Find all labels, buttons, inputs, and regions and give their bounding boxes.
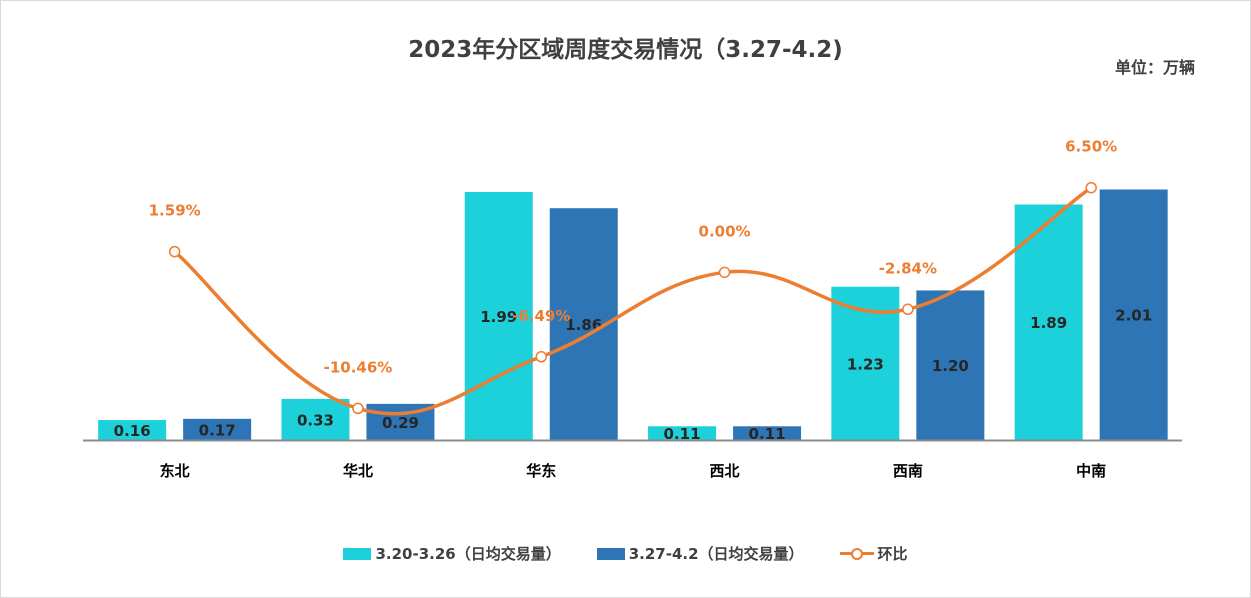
line-value-label-中南: 6.50% <box>1065 138 1117 156</box>
bar-value-label-2-中南: 2.01 <box>1115 307 1152 325</box>
chart-title: 2023年分区域周度交易情况（3.27-4.2) <box>408 37 843 63</box>
line-point-西北 <box>718 266 731 279</box>
x-tick-label-西北: 西北 <box>710 462 740 480</box>
bar-1-西北 <box>648 426 717 440</box>
legend-swatch-series-2 <box>596 547 625 560</box>
bar-2-中南 <box>1099 189 1168 440</box>
bar-1-中南 <box>1014 204 1083 440</box>
line-value-label-华北: -10.46% <box>324 358 393 376</box>
legend-item-series-1: 3.20-3.26（日均交易量） <box>343 543 561 564</box>
line-point-华东 <box>535 351 547 363</box>
line-point-中南 <box>1085 181 1097 194</box>
legend-label-series-1: 3.20-3.26（日均交易量） <box>375 545 561 563</box>
x-tick-label-东北: 东北 <box>160 462 190 480</box>
line-point-西南 <box>902 303 914 316</box>
line-value-label-东北: 1.59% <box>149 202 201 220</box>
series-line-环比 <box>173 186 1093 416</box>
bar-value-label-2-华东: 1.86 <box>565 316 602 334</box>
bar-value-label-2-东北: 0.17 <box>199 421 236 439</box>
x-tick-label-中南: 中南 <box>1076 462 1106 480</box>
bar-1-华北 <box>281 398 350 440</box>
line-point-华北 <box>352 402 364 415</box>
bar-2-东北 <box>183 418 252 440</box>
legend-item-series-2: 3.27-4.2（日均交易量） <box>596 543 804 564</box>
line-value-label-西北: 0.00% <box>699 222 751 240</box>
legend-label-series-3: 环比 <box>877 545 908 563</box>
bar-value-label-1-东北: 0.16 <box>114 422 151 440</box>
bar-value-label-1-西北: 0.11 <box>664 425 701 443</box>
legend-item-series-3: 环比 <box>839 543 908 564</box>
x-tick-label-华北: 华北 <box>343 462 373 480</box>
bar-value-label-1-西南: 1.23 <box>847 355 884 373</box>
line-value-label-西南: -2.84% <box>879 259 937 277</box>
legend-swatch-series-3 <box>839 547 874 561</box>
bar-value-label-2-华北: 0.29 <box>382 414 419 432</box>
line-value-label-华东: -6.49% <box>512 307 570 325</box>
bar-2-西北 <box>733 426 802 440</box>
bar-value-label-1-华东: 1.99 <box>480 308 517 326</box>
bar-2-西南 <box>916 290 985 440</box>
bar-value-label-2-西北: 0.11 <box>749 425 786 443</box>
bar-1-东北 <box>98 420 167 440</box>
x-tick-label-华东: 华东 <box>526 462 556 480</box>
legend-label-series-2: 3.27-4.2（日均交易量） <box>628 545 804 563</box>
unit-label: 单位：万辆 <box>1114 58 1195 77</box>
bar-value-label-1-中南: 1.89 <box>1030 314 1067 332</box>
bar-1-华东 <box>464 191 533 440</box>
bar-value-label-1-华北: 0.33 <box>297 411 334 429</box>
line-point-东北 <box>168 245 181 258</box>
bar-value-label-2-西南: 1.20 <box>932 357 969 375</box>
chart-legend: 3.20-3.26（日均交易量） 3.27-4.2（日均交易量） 环比 <box>0 543 1251 564</box>
x-tick-label-西南: 西南 <box>893 462 923 480</box>
legend-swatch-series-1 <box>343 547 372 560</box>
